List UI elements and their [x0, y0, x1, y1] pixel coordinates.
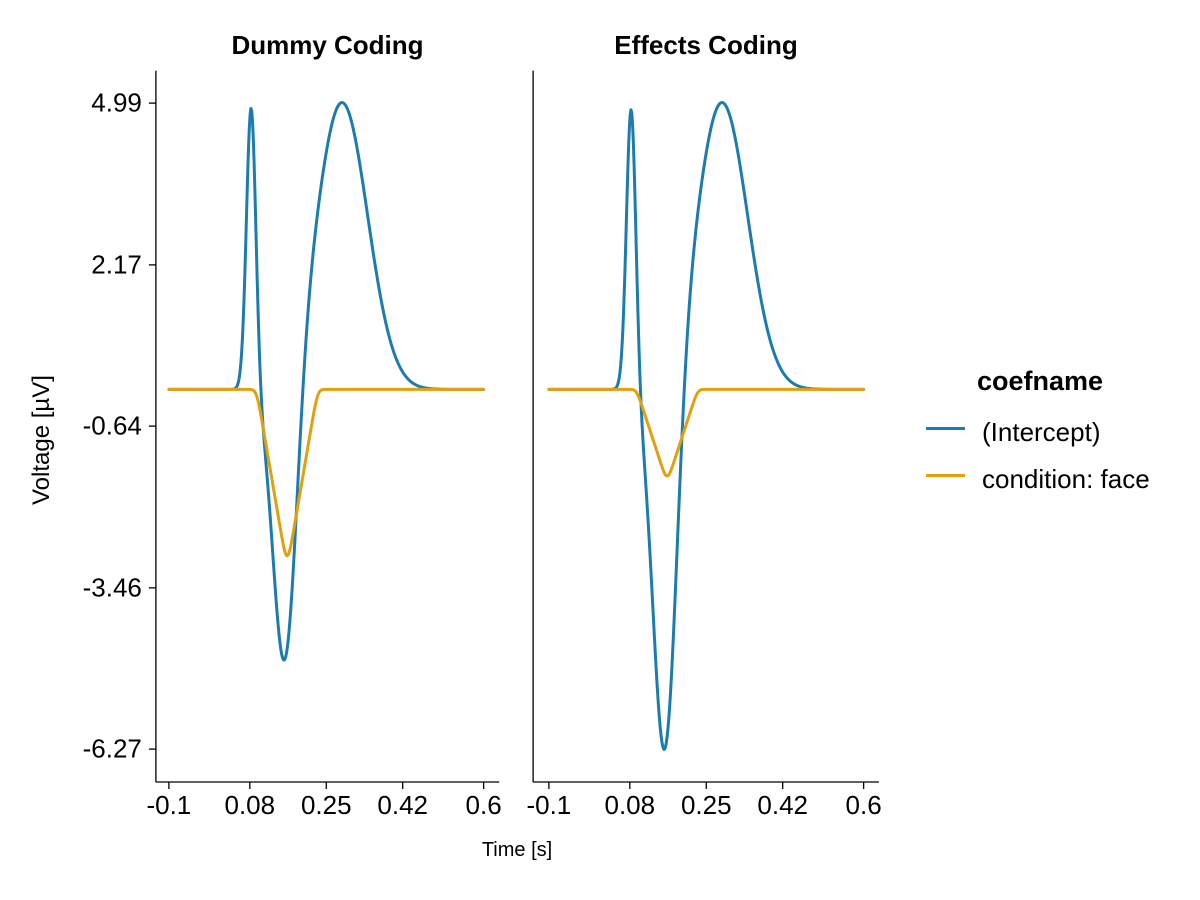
- svg-text:0.25: 0.25: [681, 790, 732, 820]
- svg-text:0.6: 0.6: [846, 790, 882, 820]
- svg-text:0.08: 0.08: [605, 790, 656, 820]
- svg-text:-6.27: -6.27: [83, 734, 142, 764]
- svg-text:-0.64: -0.64: [83, 411, 142, 441]
- svg-text:2.17: 2.17: [91, 249, 142, 279]
- svg-text:-0.1: -0.1: [146, 790, 191, 820]
- svg-text:0.42: 0.42: [757, 790, 808, 820]
- svg-text:0.6: 0.6: [466, 790, 502, 820]
- svg-text:0.25: 0.25: [301, 790, 352, 820]
- svg-text:0.08: 0.08: [225, 790, 276, 820]
- svg-text:4.99: 4.99: [91, 88, 142, 118]
- svg-text:-3.46: -3.46: [83, 572, 142, 602]
- svg-text:-0.1: -0.1: [526, 790, 571, 820]
- svg-text:0.42: 0.42: [377, 790, 428, 820]
